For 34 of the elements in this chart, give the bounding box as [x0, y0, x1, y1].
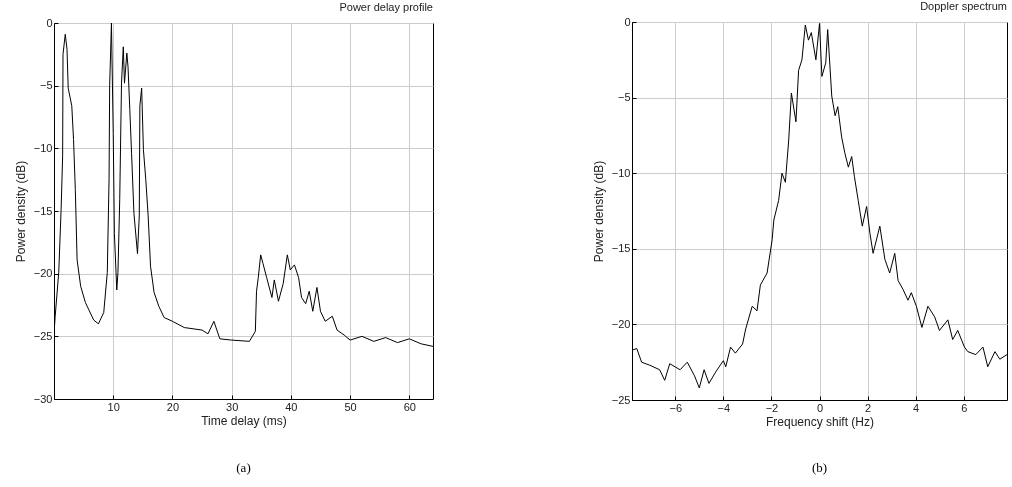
y-tick-label: −10 [33, 141, 53, 154]
y-tick-label: −5 [39, 79, 53, 92]
x-tick-label: 6 [961, 401, 968, 414]
x-tick-label: 2 [865, 401, 872, 414]
y-tick-label: −15 [33, 204, 53, 217]
x-axis-title: Time delay (ms) [201, 413, 287, 428]
x-axis-title: Frequency shift (Hz) [765, 414, 875, 429]
x-tick-label: 60 [403, 400, 416, 413]
y-tick-label: −5 [617, 91, 631, 104]
chart-title: Power delay profile [339, 1, 433, 13]
x-tick-label: 40 [285, 400, 298, 413]
y-tick-label: −25 [33, 329, 53, 342]
y-tick-label: 0 [624, 15, 631, 28]
y-tick-label: −20 [33, 267, 53, 280]
y-tick-label: −20 [611, 317, 631, 330]
chart-title: Doppler spectrum [920, 0, 1007, 12]
x-tick-label: 50 [344, 400, 357, 413]
x-tick-label: −4 [717, 401, 731, 414]
x-tick-label: −2 [765, 401, 779, 414]
x-tick-label: 4 [913, 401, 920, 414]
text: (b) [810, 460, 829, 476]
y-tick-label: 0 [46, 16, 53, 29]
x-tick-label: 30 [226, 400, 239, 413]
y-axis-title: Power density (dB) [13, 160, 28, 263]
y-tick-label: −30 [33, 392, 53, 405]
y-tick-label: −25 [611, 393, 631, 406]
x-tick-label: 0 [816, 401, 824, 414]
y-tick-label: −15 [611, 242, 631, 255]
y-axis-title: Power density (dB) [591, 160, 606, 263]
y-tick-label: −10 [611, 166, 631, 179]
x-tick-label: 20 [166, 400, 180, 413]
x-tick-label: −6 [669, 401, 683, 414]
x-tick-label: 10 [107, 400, 120, 413]
text: (a) [235, 460, 252, 476]
